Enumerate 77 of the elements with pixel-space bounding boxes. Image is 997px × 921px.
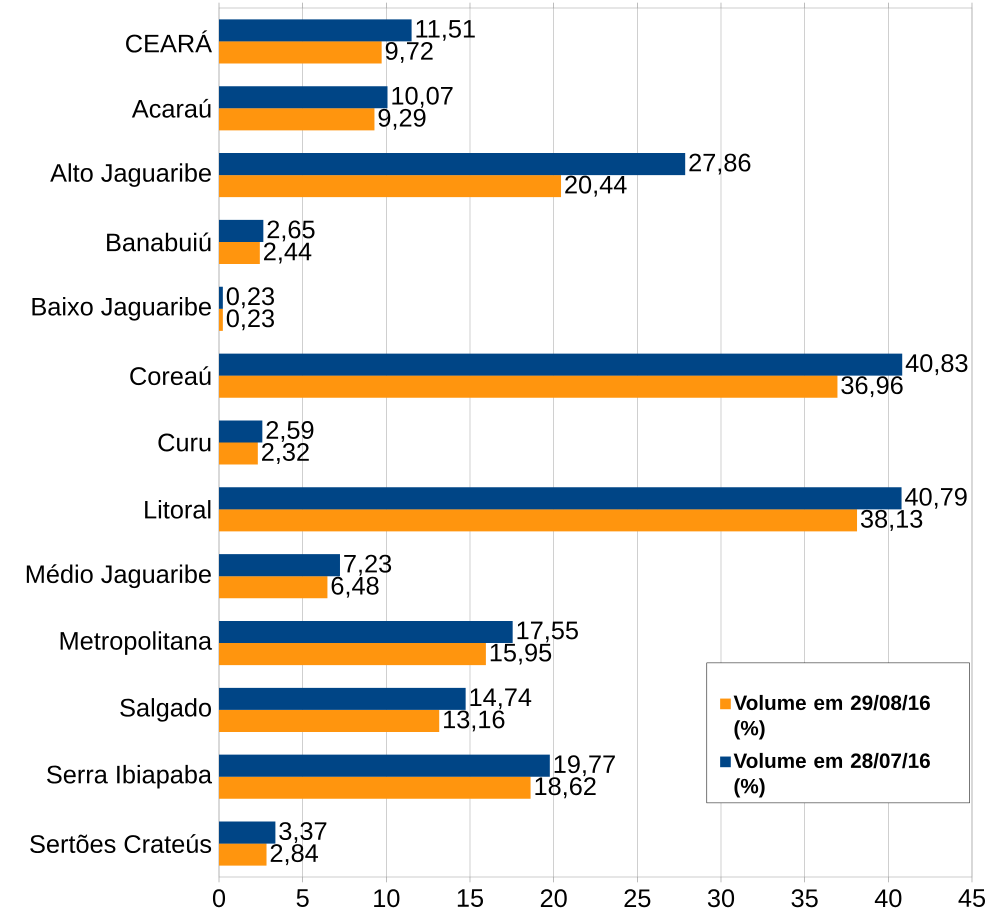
bar — [219, 844, 267, 866]
data-label: 0,23 — [226, 287, 274, 308]
bar — [219, 420, 262, 442]
y-tick-label: Metropolitana — [60, 631, 212, 655]
bar — [219, 376, 838, 398]
bar — [219, 688, 466, 710]
bar — [219, 442, 258, 465]
x-tick-label: 5 — [296, 889, 309, 907]
bar — [219, 554, 340, 576]
bar — [219, 86, 388, 108]
data-label: 2,59 — [266, 421, 314, 442]
legend-label: Volume em 28/07/16 (%) — [734, 752, 930, 798]
legend-label: Volume em 29/08/16 (%) — [734, 694, 930, 740]
y-tick-label: CEARÁ — [126, 30, 212, 53]
data-label: 14,74 — [470, 688, 532, 710]
x-tick-label: 40 — [874, 889, 902, 908]
y-tick-label: Salgado — [120, 698, 211, 722]
x-tick-label: 20 — [540, 889, 567, 908]
bar — [219, 754, 550, 777]
bar — [219, 19, 412, 42]
bar — [219, 41, 382, 64]
data-label: 13,16 — [444, 710, 504, 732]
x-tick-label: 15 — [458, 889, 484, 907]
y-tick-label: Litoral — [145, 500, 210, 519]
data-label: 10,07 — [392, 86, 453, 108]
y-tick-label: Médio Jaguaribe — [26, 564, 211, 588]
bar — [219, 509, 858, 532]
y-tick-label: Acaraú — [132, 98, 210, 118]
x-tick-label: 10 — [374, 889, 400, 908]
data-label: 6,48 — [332, 576, 379, 598]
y-tick-label: Alto Jaguaribe — [50, 163, 211, 187]
y-tick-label: Sertões Crateús — [30, 834, 212, 854]
y-tick-label: Serra Ibiapaba — [47, 764, 212, 789]
bar — [219, 153, 686, 176]
bar — [219, 308, 223, 331]
bar — [219, 242, 260, 264]
bar — [219, 220, 264, 242]
bar — [219, 576, 328, 598]
y-tick-label: Baixo Jaguaribe — [32, 297, 211, 321]
x-tick-label: 0 — [212, 889, 226, 908]
data-label: 2,32 — [262, 443, 309, 464]
y-tick-label: Curu — [158, 434, 210, 452]
x-tick-label: 45 — [958, 889, 986, 907]
x-tick-label: 35 — [792, 889, 818, 908]
data-label: 20,44 — [565, 176, 627, 197]
y-tick-label: Coreaú — [130, 366, 210, 386]
data-label: 40,79 — [905, 488, 967, 509]
data-label: 15,95 — [490, 644, 552, 665]
data-label: 2,44 — [264, 242, 312, 264]
bar — [219, 108, 374, 130]
data-label: 9,72 — [386, 42, 433, 63]
bar — [219, 776, 531, 799]
x-tick-label: 25 — [624, 889, 650, 908]
data-label: 2,84 — [270, 844, 318, 866]
data-label: 27,86 — [689, 154, 750, 175]
data-label: 19,77 — [554, 755, 615, 776]
data-label: 2,65 — [268, 220, 315, 242]
data-label: 18,62 — [535, 777, 596, 798]
bar — [219, 354, 902, 376]
x-tick-label: 30 — [708, 889, 734, 908]
data-label: 0,23 — [226, 309, 274, 330]
bar — [219, 487, 902, 510]
data-label: 38,13 — [860, 510, 922, 531]
bar — [219, 643, 486, 666]
y-tick-label: Banabuiú — [107, 232, 210, 252]
bar — [219, 710, 440, 732]
data-label: 9,29 — [378, 108, 426, 130]
data-label: 3,37 — [279, 822, 326, 844]
bar — [219, 175, 562, 198]
bar — [219, 286, 223, 309]
data-label: 40,83 — [906, 354, 968, 376]
data-label: 7,23 — [344, 554, 392, 576]
data-label: 11,51 — [416, 20, 475, 41]
data-label: 17,55 — [518, 622, 578, 642]
data-label: 36,96 — [841, 376, 903, 398]
bar — [219, 620, 513, 644]
bar — [219, 822, 276, 844]
